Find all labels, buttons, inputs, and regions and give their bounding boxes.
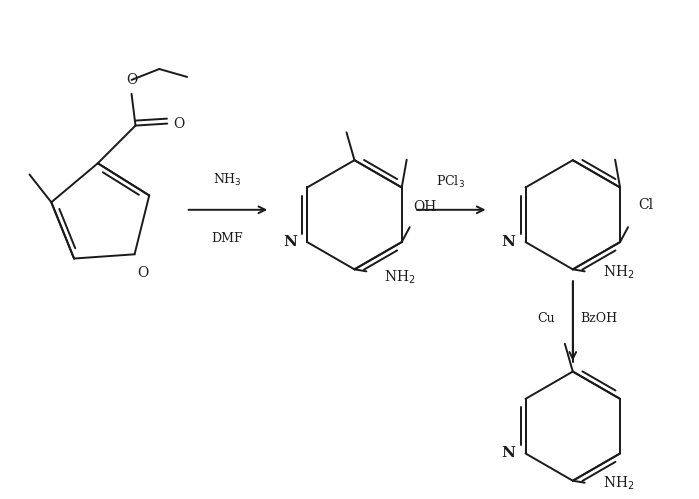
- Text: BzOH: BzOH: [581, 312, 618, 325]
- Text: Cu: Cu: [538, 312, 555, 325]
- Text: N: N: [283, 235, 297, 249]
- Text: NH$_2$: NH$_2$: [603, 475, 634, 493]
- Text: NH$_3$: NH$_3$: [213, 172, 242, 188]
- Text: DMF: DMF: [212, 232, 243, 245]
- Text: NH$_2$: NH$_2$: [603, 263, 634, 281]
- Text: NH$_2$: NH$_2$: [384, 268, 416, 286]
- Text: O: O: [126, 73, 137, 87]
- Text: PCl$_3$: PCl$_3$: [436, 174, 466, 190]
- Text: O: O: [173, 117, 185, 131]
- Text: OH: OH: [414, 200, 437, 214]
- Text: Cl: Cl: [638, 198, 653, 212]
- Text: N: N: [502, 447, 516, 461]
- Text: O: O: [137, 266, 148, 280]
- Text: N: N: [502, 235, 516, 249]
